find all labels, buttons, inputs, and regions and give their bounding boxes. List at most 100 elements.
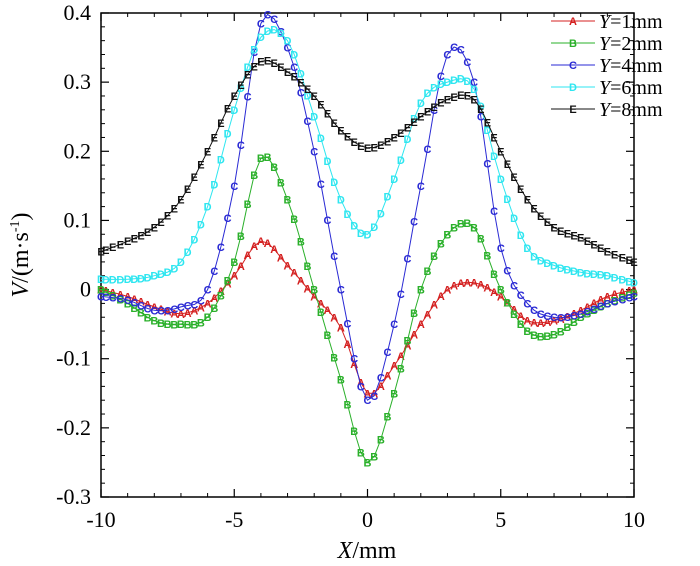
data-point-marker: A — [170, 308, 178, 320]
data-point-marker: D — [590, 269, 598, 281]
data-point-marker: D — [463, 76, 471, 88]
data-point-marker: E — [564, 228, 571, 240]
data-point-marker: D — [404, 134, 412, 146]
data-point-marker: D — [577, 267, 585, 279]
data-point-marker: A — [577, 305, 585, 317]
data-point-marker: D — [224, 128, 232, 140]
data-point-marker: C — [503, 266, 511, 278]
data-point-marker: D — [124, 274, 132, 286]
x-tick-label: 10 — [623, 507, 645, 532]
data-point-marker: A — [97, 285, 105, 297]
data-point-marker: C — [184, 301, 192, 313]
data-point-marker: C — [210, 266, 218, 278]
data-point-marker: E — [584, 236, 591, 248]
data-point-marker: D — [364, 229, 372, 241]
y-tick-label: -0.1 — [56, 346, 91, 371]
data-point-marker: D — [157, 269, 165, 281]
data-point-marker: B — [630, 288, 638, 300]
data-point-marker: A — [290, 268, 298, 280]
x-tick-label: -5 — [225, 507, 243, 532]
series-3: CCC C CCCCCCCCCCCCCCCCCCCCCCCCCCCCCCCCCCCC… — [97, 9, 638, 407]
data-point-marker: C — [97, 292, 105, 304]
y-tick-label: -0.2 — [56, 415, 91, 440]
data-point-marker: E — [297, 77, 304, 89]
data-point-marker: D — [102, 274, 110, 286]
data-point-marker: A — [625, 286, 633, 298]
data-point-marker: C — [310, 146, 318, 158]
data-point-marker: E — [577, 233, 584, 245]
data-point-marker: C — [257, 18, 265, 30]
data-point-marker: D — [344, 209, 352, 221]
legend-label: Y=4mm — [599, 55, 663, 77]
data-point-marker: C — [116, 294, 124, 306]
y-tick-label: 0 — [80, 277, 91, 302]
data-point-marker: A — [443, 285, 451, 297]
data-point-marker: E — [257, 56, 264, 68]
data-point-marker: C — [237, 140, 245, 152]
legend-marker: E — [569, 104, 576, 116]
data-point-marker: E — [590, 240, 597, 252]
data-point-marker: C — [530, 305, 538, 317]
data-point-marker: A — [230, 271, 238, 283]
data-point-marker: E — [570, 230, 577, 242]
data-point-marker: B — [477, 234, 485, 246]
data-point-marker: B — [197, 318, 205, 330]
data-point-marker: C — [290, 62, 298, 74]
data-point-marker: C — [497, 243, 505, 255]
data-point-marker: D — [137, 273, 145, 285]
data-point-marker: B — [324, 330, 332, 342]
data-point-marker: E — [457, 90, 464, 102]
data-point-marker: B — [177, 319, 185, 331]
data-point-marker: C — [457, 45, 465, 57]
data-point-marker: C — [384, 347, 392, 359]
data-point-marker: C — [437, 71, 445, 83]
data-point-marker: C — [190, 300, 198, 312]
data-point-marker: C — [577, 309, 585, 321]
data-point-marker: B — [337, 375, 345, 387]
data-point-marker: A — [557, 314, 565, 326]
data-point-marker: A — [517, 311, 525, 323]
data-point-marker: E — [377, 140, 384, 152]
data-point-marker: B — [517, 319, 525, 331]
data-point-marker: D — [384, 191, 392, 203]
data-point-marker: A — [618, 287, 626, 299]
legend-item: A Y=1mm — [551, 11, 663, 33]
data-point-marker: B — [397, 364, 405, 376]
data-point-marker: B — [124, 298, 132, 310]
data-point-marker: B — [230, 257, 238, 269]
data-point-marker: E — [437, 98, 444, 110]
data-point-marker: B — [210, 303, 218, 315]
data-point-marker: D — [304, 91, 312, 103]
data-point-marker: D — [517, 230, 525, 242]
data-point-marker: B — [237, 231, 245, 243]
data-point-marker: C — [630, 292, 638, 304]
data-point-marker: B — [217, 291, 225, 303]
data-point-marker: B — [603, 298, 611, 310]
data-point-marker: D — [210, 180, 218, 192]
x-tick-label: -10 — [86, 507, 115, 532]
data-point-marker: B — [350, 426, 358, 438]
data-point-marker: A — [377, 381, 385, 393]
data-point-marker: A — [317, 299, 325, 311]
data-point-marker: C — [170, 304, 178, 316]
data-point-marker: A — [364, 388, 372, 400]
data-point-marker: E — [510, 172, 517, 184]
data-point-marker: D — [357, 228, 365, 240]
data-point-marker: A — [217, 286, 225, 298]
data-point-marker: D — [350, 221, 358, 233]
y-axis-var: V — [8, 281, 34, 298]
data-point-marker: A — [116, 289, 124, 301]
data-point-marker: E — [211, 133, 218, 145]
data-point-marker: C — [244, 92, 252, 104]
data-point-marker: A — [357, 378, 365, 390]
data-point-marker: D — [417, 98, 425, 110]
data-point-marker: E — [544, 217, 551, 229]
data-point-marker: B — [224, 275, 232, 287]
data-point-marker: A — [257, 236, 265, 248]
data-point-marker: B — [503, 297, 511, 309]
data-point-marker: A — [297, 276, 305, 288]
data-point-marker: B — [164, 319, 172, 331]
data-point-marker: E — [144, 227, 151, 239]
data-point-marker: D — [317, 133, 325, 145]
data-point-marker: C — [611, 296, 619, 308]
